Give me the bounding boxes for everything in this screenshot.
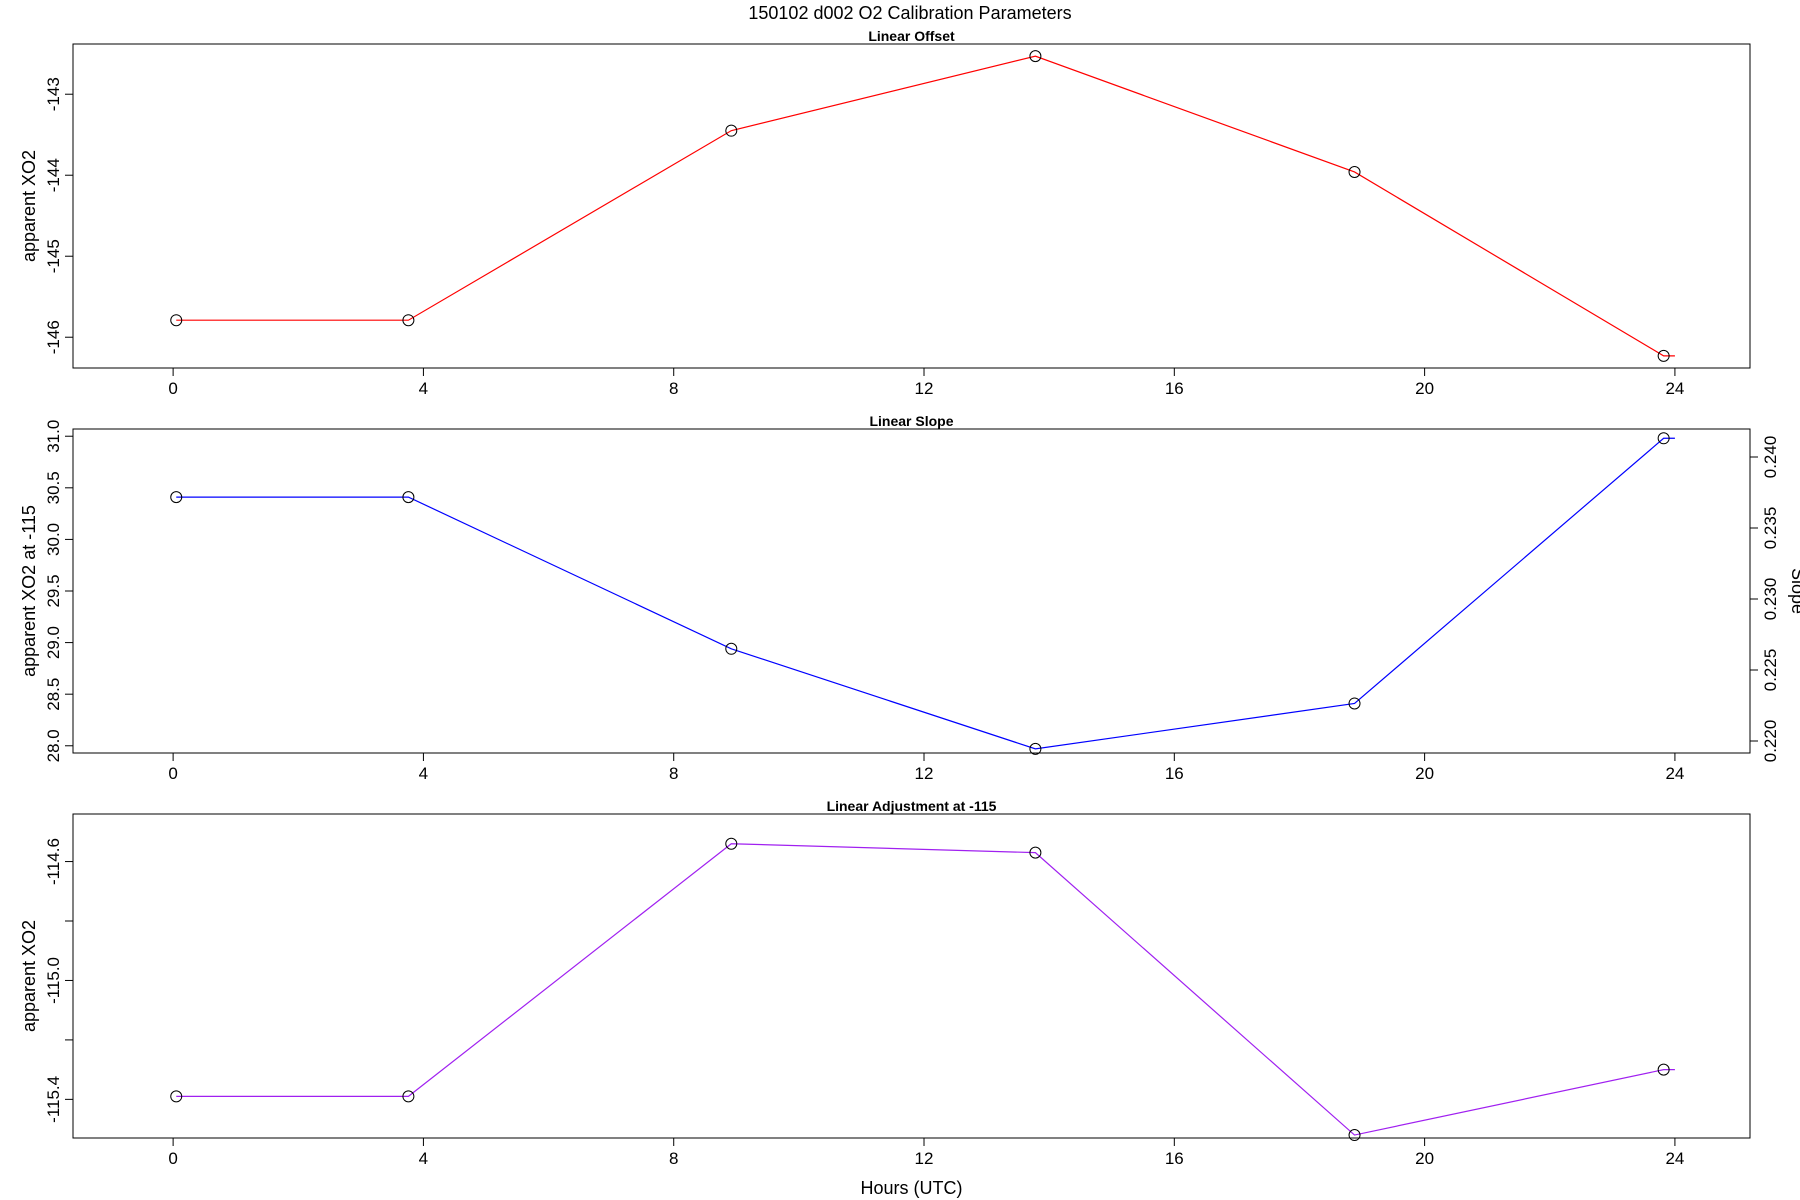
data-point [1029, 742, 1042, 755]
y-tick-label: 29.0 [44, 626, 63, 659]
x-tick-label: 0 [168, 764, 177, 783]
data-point [1029, 50, 1042, 63]
x-tick-label: 20 [1415, 764, 1434, 783]
data-point [725, 124, 738, 137]
data-point [402, 491, 415, 504]
series-line-linear-slope [176, 437, 1675, 750]
y-tick-label: 28.0 [44, 729, 63, 762]
right-tick-label: 0.235 [1761, 507, 1780, 550]
y-tick-label: -115.4 [44, 1076, 63, 1123]
data-point [402, 314, 415, 327]
y-tick-label: -114.6 [44, 838, 63, 885]
panels-group: Linear Offset 0 4 8 12 16 20 24 -146 -145 -144 -143… [19, 28, 1800, 1198]
panel-3: Linear Adjustment at -115 0 4 8 12 16 20 24 -115… [19, 798, 1751, 1198]
x-tick-label: 16 [1165, 1149, 1184, 1168]
y-tick-label: 28.5 [44, 678, 63, 711]
data-point [725, 642, 738, 655]
series-line-linear-adjustment-at-115 [176, 843, 1675, 1136]
data-point [1029, 846, 1042, 859]
x-tick-label: 12 [915, 379, 934, 398]
data-point [1348, 165, 1361, 178]
data-point [1657, 1063, 1670, 1076]
x-tick-label: 4 [419, 379, 428, 398]
data-point [1657, 432, 1670, 445]
right-tick-label: 0.230 [1761, 578, 1780, 621]
y-axis-label: apparent XO2 at -115 [19, 505, 39, 677]
x-tick-label: 24 [1665, 764, 1684, 783]
x-tick-label: 24 [1665, 1149, 1684, 1168]
plot-frame [72, 428, 1751, 754]
x-tick-label: 20 [1415, 379, 1434, 398]
data-point [402, 1090, 415, 1103]
data-point [1657, 349, 1670, 362]
data-point [170, 314, 183, 327]
panel-2: Linear Slope 0 4 8 12 16 20 24 28.0 28.5 29.0 29.5 3… [19, 413, 1800, 783]
data-point [725, 837, 738, 850]
y-axis-label: apparent XO2 [19, 920, 39, 1032]
data-point [1348, 1129, 1361, 1142]
x-tick-label: 8 [669, 764, 678, 783]
x-tick-label: 16 [1165, 764, 1184, 783]
series-line-linear-offset [176, 55, 1675, 357]
x-tick-label: 0 [168, 1149, 177, 1168]
y-tick-label: 31.0 [44, 420, 63, 453]
figure-title: 150102 d002 O2 Calibration Parameters [748, 3, 1071, 23]
panel-1: Linear Offset 0 4 8 12 16 20 24 -146 -145 -144 -143… [19, 28, 1751, 398]
x-tick-label: 20 [1415, 1149, 1434, 1168]
x-tick-label: 16 [1165, 379, 1184, 398]
x-tick-label: 4 [419, 1149, 428, 1168]
plot-frame [72, 43, 1751, 369]
y-tick-label: 30.0 [44, 523, 63, 556]
panel-title: Linear Adjustment at -115 [827, 798, 997, 814]
y-tick-label: 30.5 [44, 471, 63, 504]
x-tick-label: 12 [915, 764, 934, 783]
data-point [170, 491, 183, 504]
x-axis-label: Hours (UTC) [861, 1178, 963, 1198]
y-tick-label: -146 [44, 320, 63, 354]
y-tick-label: -144 [44, 158, 63, 192]
y-tick-label: -145 [44, 239, 63, 273]
data-point [1348, 697, 1361, 710]
panel-title: Linear Offset [868, 28, 955, 44]
x-tick-label: 24 [1665, 379, 1684, 398]
x-tick-label: 4 [419, 764, 428, 783]
right-tick-label: 0.240 [1761, 436, 1780, 479]
right-tick-label: 0.220 [1761, 720, 1780, 763]
y-tick-label: -143 [44, 77, 63, 111]
right-axis-label: Slope [1788, 568, 1800, 614]
x-tick-label: 8 [669, 1149, 678, 1168]
x-tick-label: 0 [168, 379, 177, 398]
right-tick-label: 0.225 [1761, 649, 1780, 692]
y-tick-label: -115.0 [44, 957, 63, 1004]
x-tick-label: 12 [915, 1149, 934, 1168]
y-tick-label: 29.5 [44, 574, 63, 607]
data-point [170, 1090, 183, 1103]
y-axis-label: apparent XO2 [19, 150, 39, 262]
x-tick-label: 8 [669, 379, 678, 398]
plot-frame [72, 813, 1751, 1139]
panel-title: Linear Slope [869, 413, 953, 429]
